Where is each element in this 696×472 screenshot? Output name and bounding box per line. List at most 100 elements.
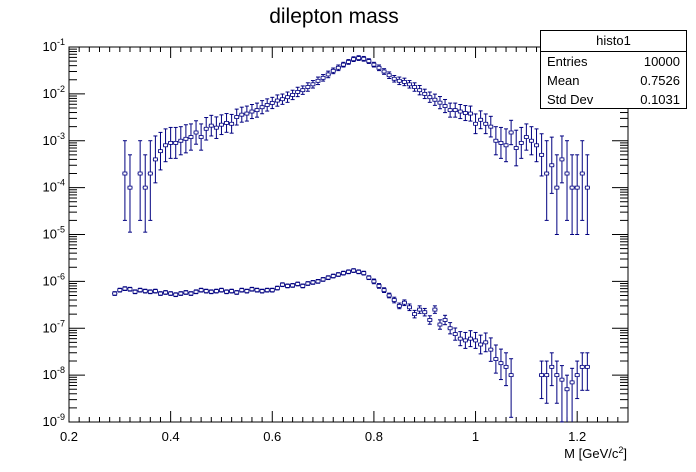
stats-label: Std Dev [547, 92, 594, 107]
marker-box [366, 275, 372, 280]
data-point [432, 305, 438, 314]
marker-box [508, 130, 514, 135]
marker-box [244, 289, 250, 294]
data-point [157, 291, 164, 296]
marker-box [295, 90, 301, 94]
data-point [412, 309, 418, 319]
y-tick-label: 10-1 [43, 37, 65, 54]
marker-box [468, 336, 473, 341]
data-point [168, 291, 174, 296]
marker-box [285, 95, 290, 100]
data-point [142, 288, 148, 294]
marker-box [183, 136, 189, 141]
data-point [244, 105, 250, 122]
data-point [518, 126, 524, 159]
data-point [467, 105, 474, 122]
data-point [234, 290, 240, 295]
x-tick-label: 0.6 [263, 429, 281, 444]
data-point [584, 352, 590, 391]
data-point [284, 283, 291, 289]
x-tick-label: 0.8 [365, 429, 383, 444]
data-point [122, 286, 128, 292]
marker-box [559, 377, 565, 382]
marker-box [564, 387, 570, 392]
marker-box [305, 281, 311, 286]
marker-box [554, 185, 560, 190]
data-point [493, 126, 499, 156]
marker-box [483, 121, 489, 126]
marker-box [361, 271, 367, 276]
data-point [417, 305, 423, 314]
data-point [447, 102, 453, 118]
marker-box [132, 289, 138, 294]
stats-row-mean: Mean 0.7526 [541, 71, 686, 90]
data-point [473, 113, 479, 135]
data-point [366, 275, 372, 281]
data-point [381, 68, 387, 75]
data-point [203, 288, 209, 294]
data-point [315, 76, 321, 86]
marker-box [417, 88, 423, 93]
marker-box [219, 288, 224, 293]
data-point [554, 360, 560, 404]
chart-title: dilepton mass [269, 5, 399, 28]
marker-box [173, 140, 179, 145]
data-point [361, 55, 367, 62]
marker-box [386, 73, 392, 78]
data-point [279, 93, 285, 105]
marker-box [188, 291, 194, 296]
marker-box [122, 286, 128, 291]
marker-box [168, 140, 174, 145]
data-point [345, 269, 352, 275]
data-point [457, 331, 463, 347]
marker-box [447, 326, 453, 331]
marker-box [488, 347, 494, 352]
data-point [173, 292, 179, 298]
marker-box [371, 62, 377, 67]
data-point [498, 348, 504, 381]
marker-box [259, 105, 265, 110]
marker-box [295, 282, 301, 286]
marker-box [513, 146, 519, 150]
data-point [488, 115, 494, 138]
marker-box [178, 138, 184, 143]
y-tick-label: 10-9 [43, 412, 65, 429]
marker-box [391, 76, 397, 81]
y-tick-label: 10-4 [43, 178, 65, 195]
marker-box [422, 91, 428, 96]
data-point [386, 292, 392, 299]
marker-box [198, 288, 204, 293]
data-point [554, 154, 560, 235]
marker-box [122, 171, 128, 176]
data-point [173, 126, 179, 159]
data-point [376, 283, 382, 289]
data-point [473, 331, 479, 349]
marker-box [341, 271, 346, 276]
marker-box [437, 100, 443, 105]
marker-box [213, 125, 219, 130]
data-point [528, 126, 534, 156]
data-point [295, 281, 301, 287]
marker-box [564, 171, 570, 176]
data-point [503, 128, 509, 163]
data-point [549, 136, 555, 194]
data-point [300, 85, 306, 95]
data-point [539, 133, 545, 177]
marker-box [269, 101, 275, 105]
data-point [213, 288, 219, 294]
data-point [193, 289, 199, 295]
data-point [564, 374, 570, 422]
data-point [137, 140, 143, 221]
data-point [157, 131, 164, 171]
marker-box [584, 364, 590, 369]
marker-box [452, 332, 458, 337]
data-point [264, 98, 270, 112]
data-point [305, 281, 311, 286]
marker-box [356, 269, 362, 274]
marker-box [498, 361, 504, 366]
data-point [579, 352, 585, 391]
data-point [340, 61, 346, 68]
marker-box [473, 338, 478, 343]
data-point [168, 126, 174, 159]
marker-box [457, 109, 463, 114]
